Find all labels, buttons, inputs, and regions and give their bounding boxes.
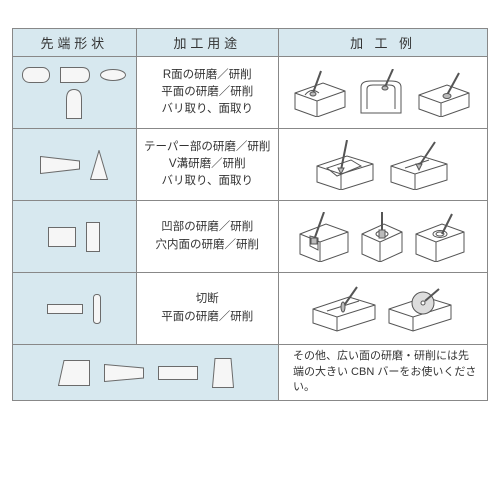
use-cell: 切断 平面の研磨／研削 xyxy=(136,273,279,345)
shape-bullet-icon xyxy=(66,89,82,119)
use-line: バリ取り、面取り xyxy=(161,103,253,115)
shape-cell xyxy=(13,273,137,345)
use-line: バリ取り、面取り xyxy=(161,175,253,187)
example-icon xyxy=(296,212,354,262)
example-icon xyxy=(355,69,411,117)
header-machining-use: 加工用途 xyxy=(136,29,279,57)
use-line: 穴内面の研磨／研削 xyxy=(156,239,260,251)
shape-trap3-icon xyxy=(158,366,198,380)
use-cell: R面の研磨／研削 平面の研磨／研削 バリ取り、面取り xyxy=(136,57,279,129)
use-line: 平面の研磨／研削 xyxy=(161,311,253,323)
example-icon xyxy=(291,69,351,117)
header-tip-shape: 先端形状 xyxy=(13,29,137,57)
shape-cell-wide xyxy=(13,345,279,401)
example-icon xyxy=(412,212,470,262)
shape-rect-icon xyxy=(48,227,76,247)
shape-trap1-icon xyxy=(58,360,90,386)
example-cell xyxy=(279,129,488,201)
shape-trap4-icon xyxy=(212,358,234,388)
example-icon xyxy=(358,212,408,262)
table-row: R面の研磨／研削 平面の研磨／研削 バリ取り、面取り xyxy=(13,57,488,129)
table-row: 切断 平面の研磨／研削 xyxy=(13,273,488,345)
use-cell: テーパー部の研磨／研削 V溝研磨／研削 バリ取り、面取り xyxy=(136,129,279,201)
shape-rounded-flat-icon xyxy=(60,67,90,83)
table-row: テーパー部の研磨／研削 V溝研磨／研削 バリ取り、面取り xyxy=(13,129,488,201)
example-icon xyxy=(311,140,381,190)
shape-thin-rect-icon xyxy=(47,304,83,314)
spec-table: 先端形状 加工用途 加 工 例 R面の研磨／研削 平面の研磨／研削 バリ取り、面… xyxy=(12,28,488,401)
use-line: テーパー部の研磨／研削 xyxy=(144,141,270,153)
use-line: R面の研磨／研削 xyxy=(163,69,252,81)
use-line: 平面の研磨／研削 xyxy=(161,86,253,98)
shape-oval-icon xyxy=(100,69,126,81)
use-line: 切断 xyxy=(196,293,219,305)
shape-rounded-rect-icon xyxy=(22,67,50,83)
example-cell xyxy=(279,57,488,129)
example-cell xyxy=(279,273,488,345)
bottom-text-cell: その他、広い面の研磨・研削には先端の大きい CBN バーをお使いください。 xyxy=(279,345,488,401)
example-icon xyxy=(415,69,475,117)
shape-cell xyxy=(13,129,137,201)
example-icon xyxy=(385,140,455,190)
example-icon xyxy=(385,285,457,333)
shape-wedge-icon xyxy=(40,156,80,174)
use-line: 凹部の研磨／研削 xyxy=(161,221,253,233)
shape-trap2-icon xyxy=(104,364,144,382)
shape-disc-icon xyxy=(93,294,101,324)
bottom-text: その他、広い面の研磨・研削には先端の大きい CBN バーをお使いください。 xyxy=(293,350,476,393)
header-example: 加 工 例 xyxy=(279,29,488,57)
shape-cell xyxy=(13,201,137,273)
shape-rect-tall-icon xyxy=(86,222,100,252)
shape-cell xyxy=(13,57,137,129)
shape-triangle-icon xyxy=(90,150,108,180)
use-line: V溝研磨／研削 xyxy=(169,158,246,170)
use-cell: 凹部の研磨／研削 穴内面の研磨／研削 xyxy=(136,201,279,273)
table-row: 凹部の研磨／研削 穴内面の研磨／研削 xyxy=(13,201,488,273)
example-icon xyxy=(309,285,381,333)
table-row-bottom: その他、広い面の研磨・研削には先端の大きい CBN バーをお使いください。 xyxy=(13,345,488,401)
example-cell xyxy=(279,201,488,273)
